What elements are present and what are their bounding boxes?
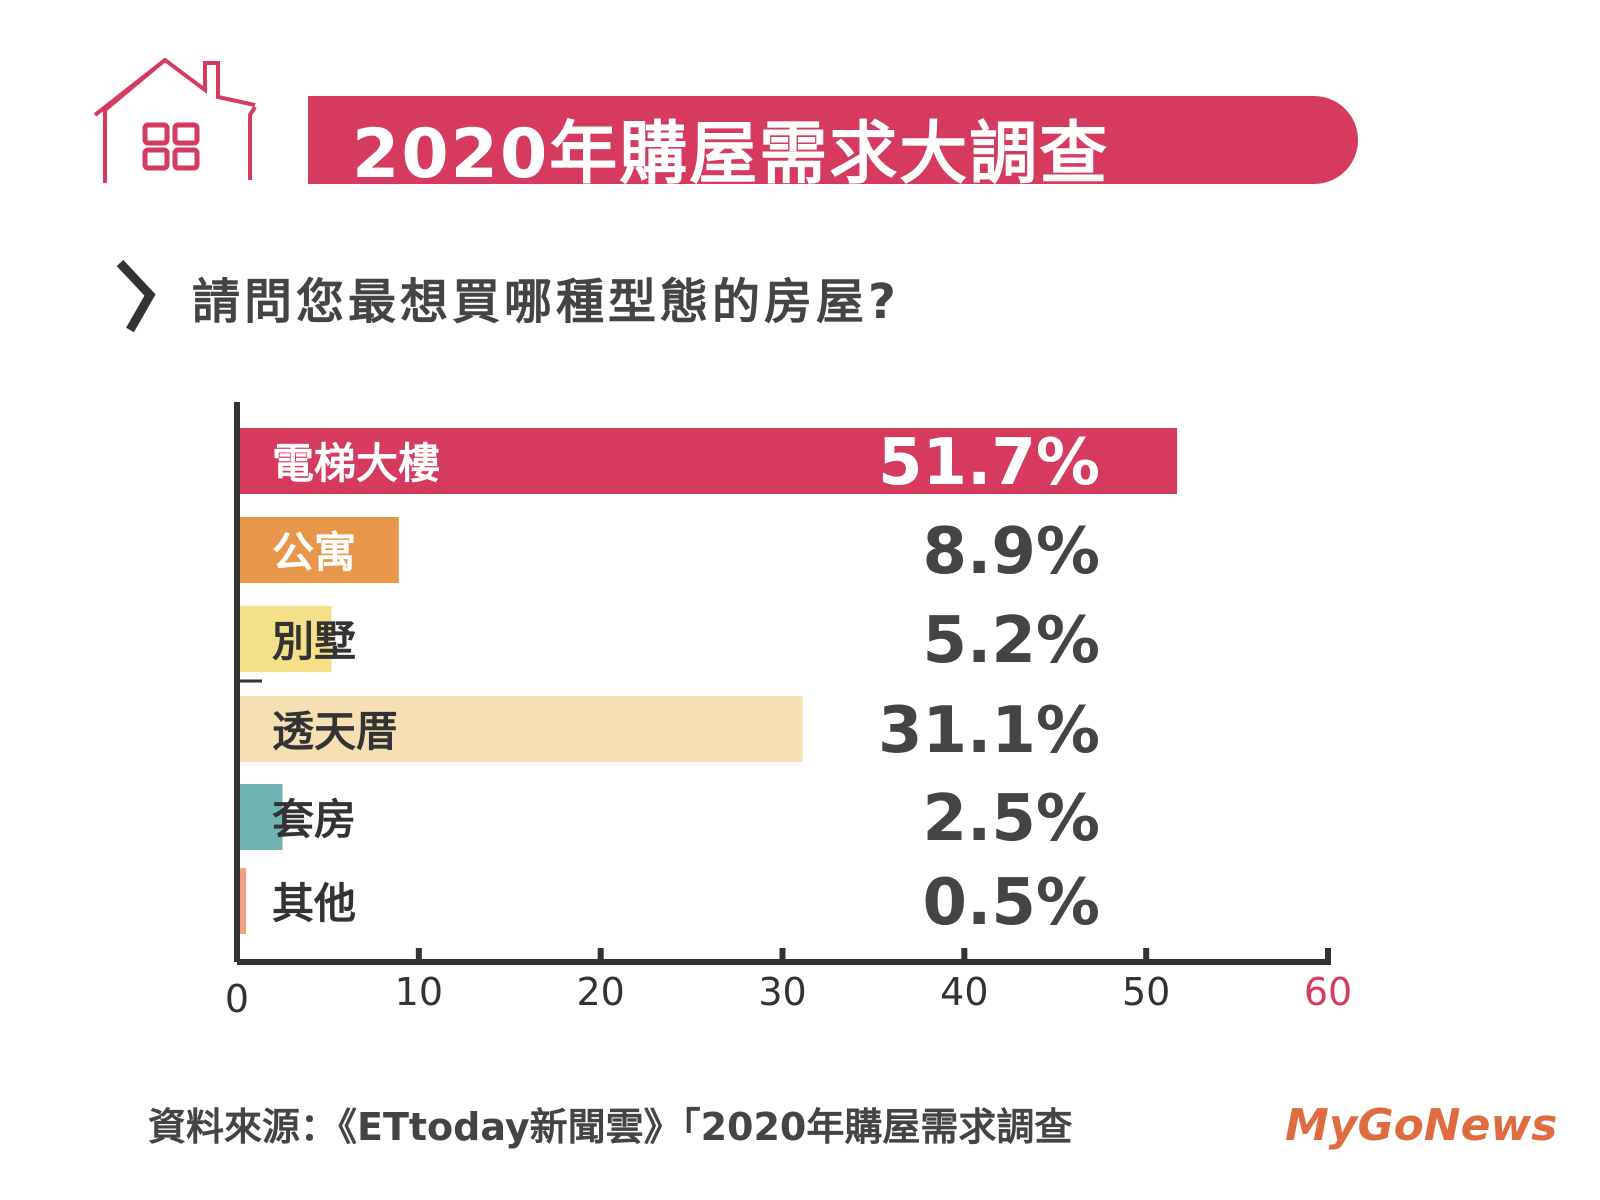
x-tick-label: 40 <box>940 970 988 1014</box>
category-label: 別墅 <box>272 617 356 666</box>
bar <box>240 517 399 583</box>
question-heading: 請問您最想買哪種型態的房屋? <box>192 274 900 330</box>
x-tick-label: 30 <box>758 970 806 1014</box>
bar <box>240 696 803 762</box>
house-icon <box>90 55 265 189</box>
x-tick-label: 10 <box>395 970 443 1014</box>
source-note: 資料來源：《ETtoday新聞雲》「2020年購屋需求調查 <box>148 1105 1073 1149</box>
x-tick-label: 20 <box>576 970 624 1014</box>
bar <box>240 606 332 672</box>
value-label: 31.1% <box>878 694 1100 768</box>
category-label: 電梯大樓 <box>272 439 440 488</box>
x-tick-label: 0 <box>225 977 249 1021</box>
chevron-right-icon <box>112 258 157 337</box>
value-label: 2.5% <box>923 782 1101 856</box>
value-label: 51.7% <box>878 426 1100 500</box>
bar <box>240 784 283 850</box>
x-tick-label: 50 <box>1122 970 1170 1014</box>
watermark-logo: MyGoNews <box>1285 1100 1558 1151</box>
bar <box>240 428 1178 494</box>
value-label: 5.2% <box>923 604 1101 678</box>
category-label: 其他 <box>272 879 356 928</box>
category-label: 套房 <box>272 795 356 844</box>
title-banner <box>308 96 1358 184</box>
bar-chart: 電梯大樓 51.7% 公寓 8.9% 別墅 5.2% 透天厝 31.1% 套房 2.5% 其他 0.5… <box>225 402 1352 1021</box>
category-label: 公寓 <box>272 528 356 577</box>
category-label: 透天厝 <box>272 707 398 756</box>
page-title: 2020年購屋需求大調查 <box>352 115 1110 194</box>
value-label: 8.9% <box>923 515 1101 589</box>
value-label: 0.5% <box>923 866 1101 940</box>
x-tick-label: 60 <box>1304 970 1352 1014</box>
bar <box>240 868 247 934</box>
